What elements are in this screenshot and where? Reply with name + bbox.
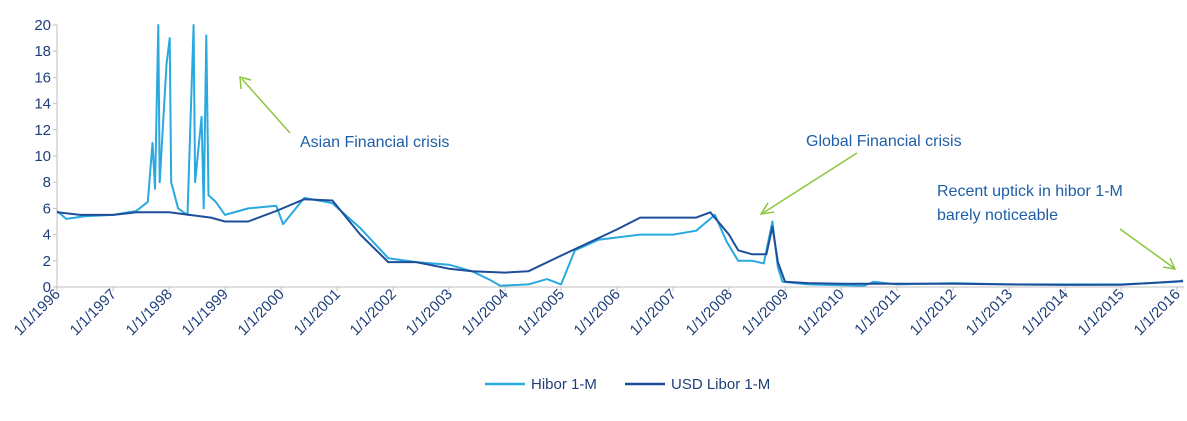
x-tick-label: 1/1/1996 xyxy=(11,286,64,339)
x-tick-label: 1/1/2009 xyxy=(739,286,792,339)
legend-label: USD Libor 1-M xyxy=(671,376,770,393)
arrow xyxy=(241,78,291,134)
y-tick-label: 2 xyxy=(43,253,51,270)
x-tick-label: 1/1/2006 xyxy=(571,286,624,339)
y-tick-label: 14 xyxy=(34,96,51,113)
y-tick-label: 0 xyxy=(43,279,51,296)
arrow-head xyxy=(759,202,775,215)
x-tick-label: 1/1/2015 xyxy=(1075,286,1128,339)
legend-label: Hibor 1-M xyxy=(531,376,597,393)
arrow xyxy=(762,152,858,214)
x-tick-label: 1/1/1999 xyxy=(179,286,232,339)
x-tick-label: 1/1/2004 xyxy=(459,286,512,339)
annotation: Global Financial crisis xyxy=(806,133,962,150)
x-tick-label: 1/1/1998 xyxy=(123,286,176,339)
x-tick-label: 1/1/1997 xyxy=(67,286,120,339)
x-tick-label: 1/1/2002 xyxy=(347,286,400,339)
y-tick-label: 18 xyxy=(34,43,51,60)
y-tick-label: 6 xyxy=(43,200,51,217)
annotation: Recent uptick in hibor 1-M xyxy=(937,183,1123,200)
y-tick-label: 10 xyxy=(34,148,51,165)
x-tick-label: 1/1/2007 xyxy=(627,286,680,339)
x-tick-label: 1/1/2005 xyxy=(515,286,568,339)
x-tick-label: 1/1/2010 xyxy=(795,286,848,339)
x-tick-label: 1/1/2012 xyxy=(907,286,960,339)
y-tick-label: 12 xyxy=(34,122,51,139)
y-tick-label: 16 xyxy=(34,69,51,86)
annotation: Asian Financial crisis xyxy=(300,134,449,151)
x-tick-label: 1/1/2001 xyxy=(291,286,344,339)
x-tick-label: 1/1/2003 xyxy=(403,286,456,339)
series-line xyxy=(56,198,1184,286)
x-tick-label: 1/1/2000 xyxy=(235,286,288,339)
series-line xyxy=(56,24,1184,287)
y-tick-label: 20 xyxy=(34,17,51,34)
x-tick-label: 1/1/2011 xyxy=(851,286,904,339)
y-tick-label: 8 xyxy=(43,174,51,191)
x-tick-label: 1/1/2016 xyxy=(1131,286,1184,339)
annotation: barely noticeable xyxy=(937,207,1058,224)
x-tick-label: 1/1/2008 xyxy=(683,286,736,339)
annotation-arrows xyxy=(239,75,1177,270)
y-tick-label: 4 xyxy=(43,227,51,244)
x-tick-label: 1/1/2013 xyxy=(963,286,1016,339)
x-tick-label: 1/1/2014 xyxy=(1019,286,1072,339)
arrow-head xyxy=(1162,257,1177,270)
arrow xyxy=(1119,228,1175,269)
arrow-head xyxy=(239,75,252,90)
